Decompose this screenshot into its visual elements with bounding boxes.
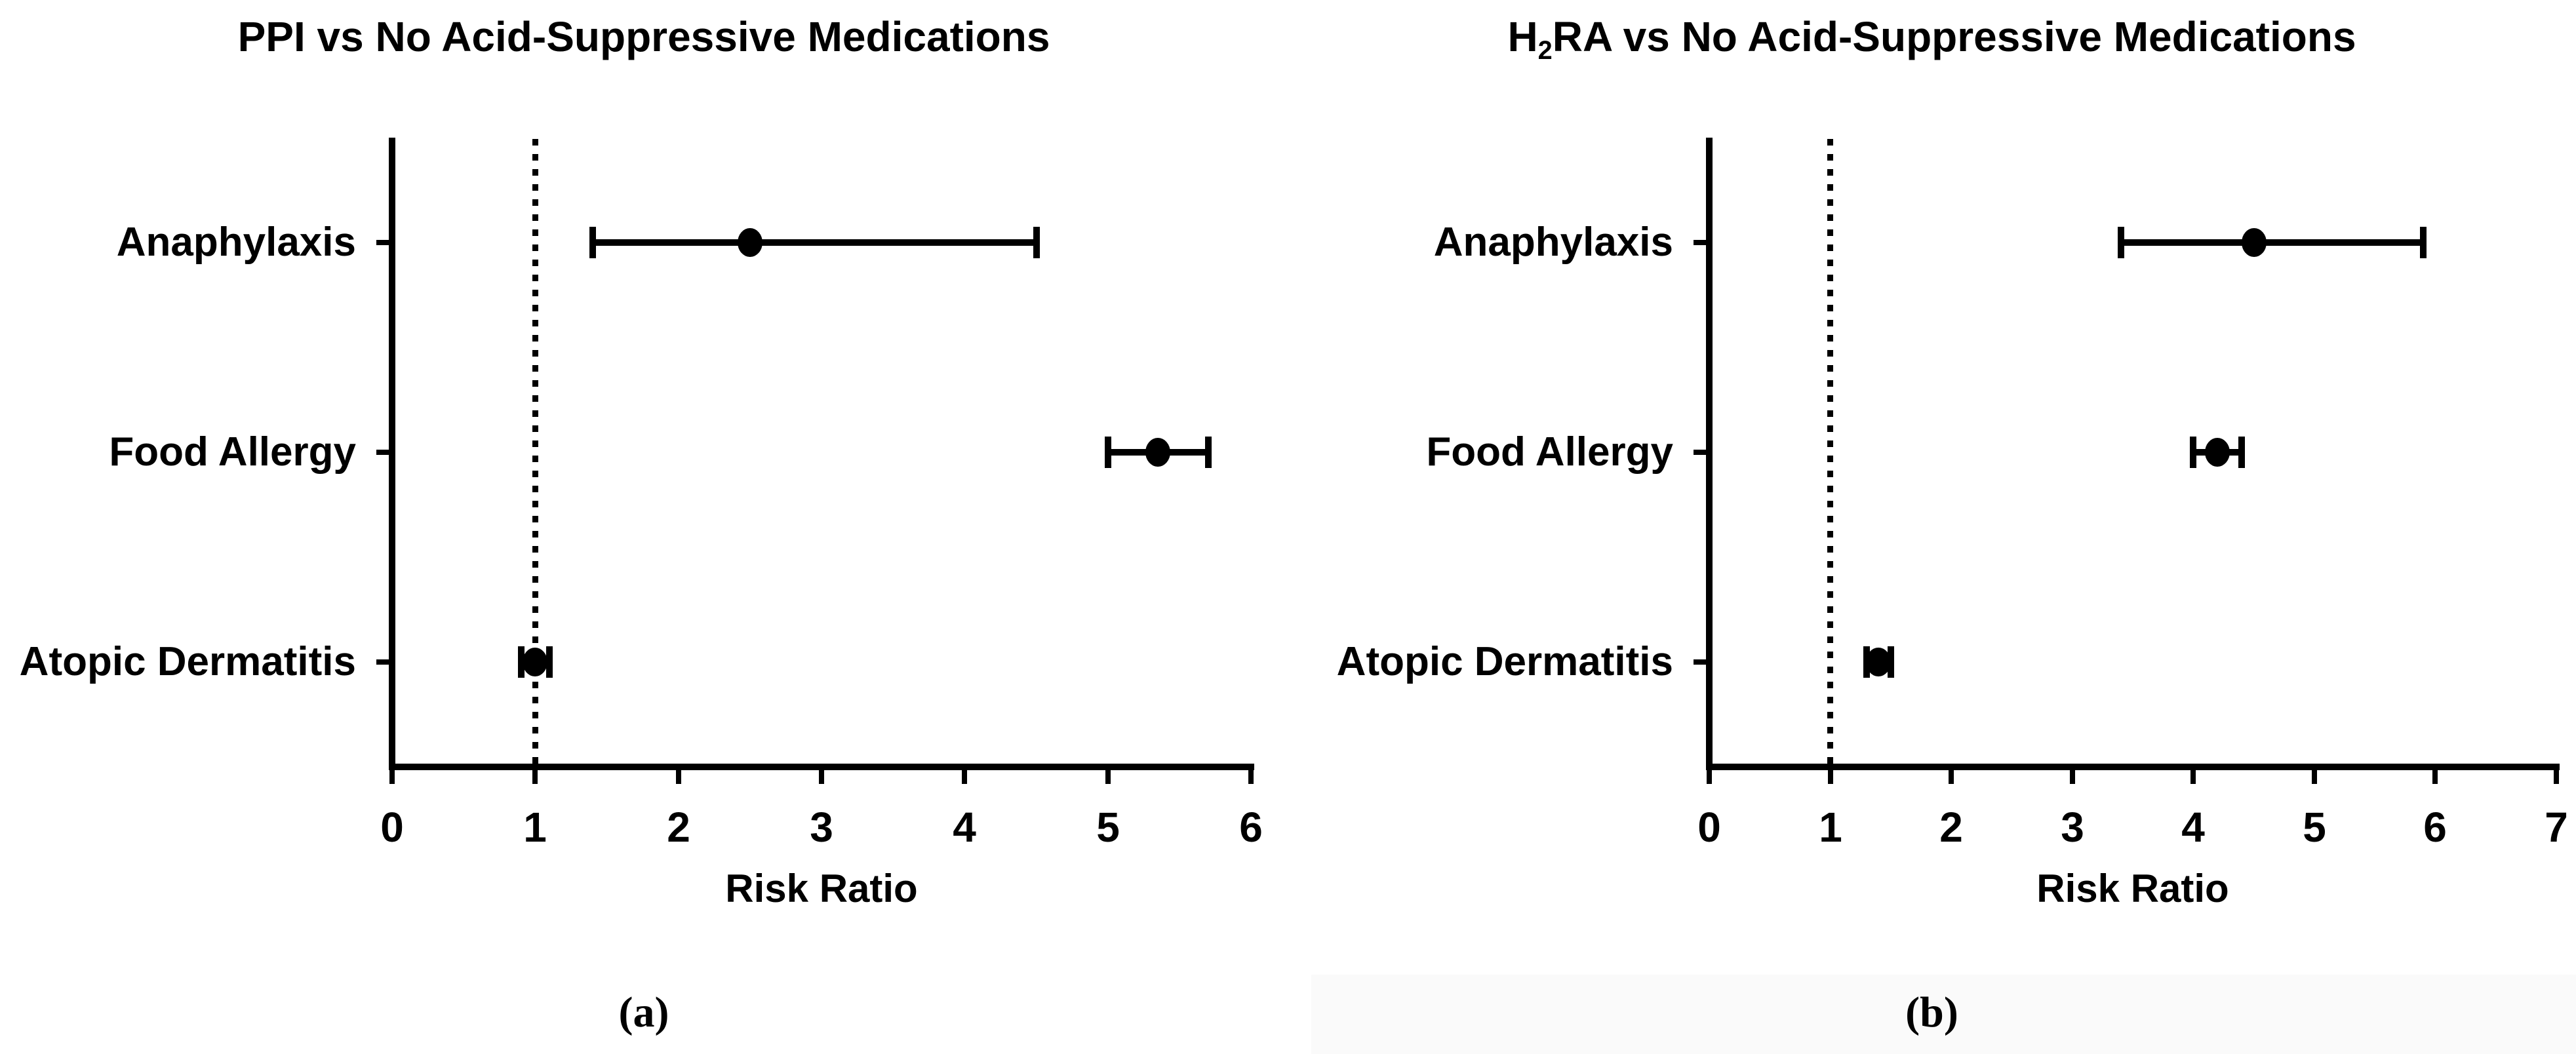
x-tick-label: 7 [2545,804,2568,851]
x-tick [1248,767,1254,784]
category-label: Anaphylaxis [1433,220,1673,265]
x-tick-label: 0 [380,804,404,851]
y-tick [1694,659,1709,665]
data-point-marker [1145,438,1170,467]
x-tick [962,767,967,784]
category-label: Atopic Dermatitis [19,639,356,684]
ci-line [2121,239,2423,246]
x-tick-label: 5 [1096,804,1120,851]
y-tick [376,240,392,245]
ci-line [593,239,1037,246]
x-tick [2312,767,2317,784]
x-tick-label: 4 [953,804,976,851]
x-tick-label: 3 [2061,804,2084,851]
x-tick-label: 2 [667,804,690,851]
data-point-marker [2205,438,2230,467]
x-tick-label: 3 [810,804,833,851]
x-tick-label: 1 [523,804,547,851]
chart-title-text: H [1507,13,1538,60]
chart-title: H2RA vs No Acid-Suppressive Medications [1288,9,2576,65]
ci-cap-high [2238,437,2245,468]
x-tick [2190,767,2196,784]
x-tick [676,767,681,784]
x-tick [389,767,395,784]
y-tick [1694,240,1709,245]
data-point-marker [523,648,547,676]
chart-panel-b: H2RA vs No Acid-Suppressive Medications 0… [1288,0,2576,1054]
x-tick [532,767,538,784]
x-tick-label: 2 [1939,804,1963,851]
x-tick [2554,767,2559,784]
ci-cap-high [546,646,553,678]
x-tick-label: 4 [2181,804,2205,851]
chart-title-text: PPI vs No Acid-Suppressive Medications [237,13,1050,60]
y-axis-line [1706,138,1713,770]
x-tick-label: 1 [1819,804,1842,851]
category-label: Food Allergy [1426,429,1673,475]
y-tick [1694,450,1709,455]
ci-cap-low [518,646,525,678]
x-tick-label: 6 [1239,804,1263,851]
ci-cap-low [1105,437,1111,468]
y-axis-line [389,138,395,770]
data-point-marker [738,228,763,257]
data-point-marker [1866,648,1891,676]
x-tick-label: 0 [1697,804,1721,851]
category-label: Anaphylaxis [116,220,356,265]
x-tick-label: 6 [2423,804,2447,851]
x-tick [1949,767,1954,784]
x-axis-title: Risk Ratio [725,867,918,910]
ci-cap-high [2420,227,2427,258]
panel-caption: (a) [618,988,669,1036]
panel-caption: (b) [1905,988,1958,1036]
x-axis-line [1706,764,2560,770]
chart-title-text: RA vs No Acid-Suppressive Medications [1552,13,2356,60]
ci-cap-low [2118,227,2124,258]
x-tick [1105,767,1111,784]
x-tick [1707,767,1712,784]
chart-panel-a: PPI vs No Acid-Suppressive Medications 0 1… [0,9,1288,1036]
x-tick [819,767,824,784]
chart-title-subscript: 2 [1537,35,1553,65]
ci-cap-high [1033,227,1040,258]
x-axis-title: Risk Ratio [2036,867,2229,910]
ci-cap-high [1205,437,1212,468]
reference-line [1827,139,1833,764]
bottom-right-band [1311,975,2576,1054]
reference-line [532,139,538,764]
y-tick [376,450,392,455]
ci-cap-low [2190,437,2196,468]
x-tick [2432,767,2438,784]
x-tick-label: 5 [2303,804,2326,851]
y-tick [376,659,392,665]
x-tick [1828,767,1833,784]
ci-cap-low [589,227,596,258]
data-point-marker [2242,228,2267,257]
category-label: Food Allergy [109,429,356,475]
x-tick [2070,767,2075,784]
chart-title: PPI vs No Acid-Suppressive Medications [0,9,1288,64]
ci-cap-high [1888,646,1894,678]
category-label: Atopic Dermatitis [1336,639,1673,684]
